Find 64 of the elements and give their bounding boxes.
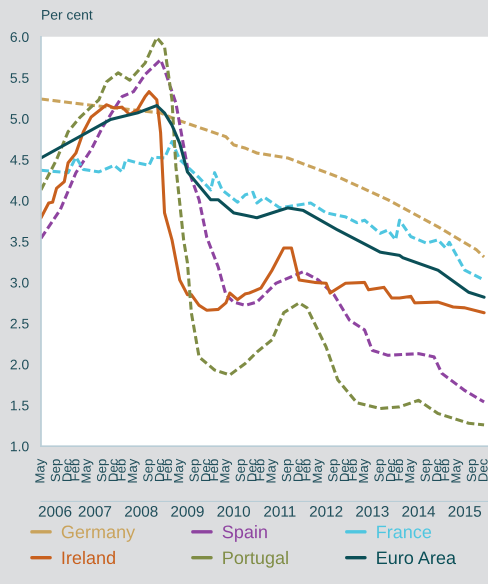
x2-tick-label: 2013: [356, 506, 389, 517]
x-tick-label: Sep: [466, 459, 479, 482]
x-tick-label: May: [266, 458, 278, 483]
x-tick-label: Dec: [340, 459, 350, 482]
x-tick-label: Sep: [282, 459, 294, 482]
y-tick-label: 1.5: [10, 400, 29, 410]
x-tick-label: Sep: [236, 459, 248, 482]
x-tick-label: Feb: [300, 459, 311, 480]
x-tick-label: Dec: [154, 459, 164, 482]
line-series: [40, 97, 486, 259]
y-tick-label: 4.0: [10, 196, 29, 206]
legend-label: Ireland: [62, 550, 115, 564]
legend-label: Germany: [62, 526, 136, 542]
x-tick-label: Dec: [247, 459, 257, 482]
y-tick-label: 3.0: [10, 278, 29, 288]
x-tick-label: Feb: [440, 459, 450, 480]
y-tick-label: 3.5: [10, 236, 29, 247]
legend-label: France: [377, 526, 432, 538]
x2-tick-label: 2012: [310, 506, 342, 517]
x-tick-label: Feb: [208, 459, 218, 480]
x-tick-label: Dec: [478, 459, 488, 482]
x-tick-label: Feb: [116, 459, 126, 480]
x2-tick-label: 2006: [38, 506, 72, 517]
x-tick-label: May: [35, 458, 48, 483]
x-tick-label: Sep: [189, 459, 202, 482]
legend-label: Euro Area: [377, 552, 456, 564]
x-tick-label: May: [358, 458, 371, 483]
x-tick-label: Feb: [254, 459, 264, 480]
x2-tick-label: 2008: [125, 506, 158, 517]
y-tick-label: 2.0: [10, 360, 29, 370]
x2-tick-label: 2015: [448, 506, 482, 517]
x2-tick-label: 2010: [217, 506, 250, 517]
x2-tick-label: 2011: [264, 506, 296, 517]
y-tick-label: 6.0: [10, 32, 29, 42]
x2-tick-label: 2007: [78, 506, 112, 517]
x-tick-label: Feb: [393, 459, 404, 480]
x-tick-label: Sep: [143, 459, 156, 482]
x-tick-label: Sep: [96, 459, 109, 482]
y-axis-title: Per cent: [42, 10, 93, 20]
x-tick-label: Dec: [294, 459, 303, 482]
x-tick-label: May: [128, 458, 140, 483]
y-tick-label: 4.5: [10, 155, 29, 165]
x-tick-label: Sep: [420, 459, 433, 482]
x-tick-label: Sep: [50, 459, 63, 482]
x-tick-label: Dec: [432, 459, 442, 482]
x2-tick-label: 2014: [402, 506, 436, 517]
x-tick-label: Dec: [386, 459, 396, 482]
x-tick-label: Sep: [328, 459, 340, 482]
legend-label: Spain: [222, 525, 267, 542]
y-tick-label: 1.0: [10, 442, 29, 452]
x-tick-label: Sep: [374, 459, 386, 482]
x-tick-label: Dec: [62, 459, 72, 482]
y-tick-label: 2.5: [10, 318, 29, 329]
x-tick-label: May: [405, 458, 417, 483]
y-tick-label: 5.0: [10, 114, 29, 124]
legend-label: Portugal: [223, 550, 288, 568]
x-tick-label: May: [312, 458, 325, 483]
x-tick-label: May: [451, 458, 464, 483]
x-tick-label: Feb: [347, 459, 357, 480]
x-tick-label: May: [220, 458, 232, 483]
x-tick-label: May: [82, 458, 94, 483]
x2-tick-label: 2009: [171, 506, 204, 517]
x-tick-label: May: [174, 458, 186, 483]
y-tick-label: 5.5: [10, 73, 29, 83]
